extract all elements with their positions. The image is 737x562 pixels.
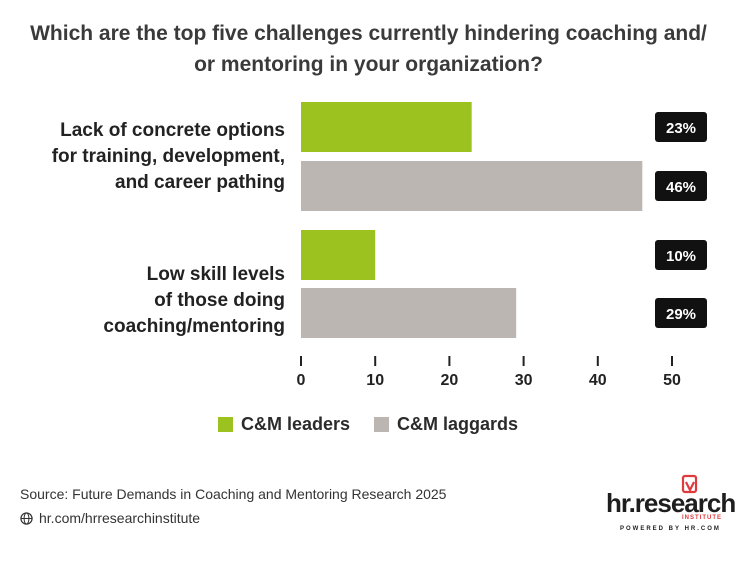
data-label: 10% (666, 248, 696, 265)
bar-leaders-0 (301, 102, 472, 152)
category-label-lack-of-options: Lack of concrete options for training, d… (52, 118, 285, 196)
chart-title-line-1: Which are the top five challenges curren… (30, 22, 707, 45)
legend: C&M leaders C&M laggards (218, 414, 542, 435)
data-label: 23% (666, 120, 696, 137)
category-label-line: Lack of concrete options (60, 120, 285, 141)
legend-label-leaders: C&M leaders (241, 414, 351, 434)
category-label-line: of those doing (154, 290, 285, 311)
category-label-low-skill-levels: Low skill levels of those doing coaching… (103, 262, 285, 340)
category-label-line: for training, development, (51, 146, 285, 167)
chart-title: Which are the top five challenges curren… (0, 18, 737, 80)
value-badge (655, 171, 707, 201)
data-label: 46% (666, 179, 696, 196)
source-url: hr.com/hrresearchinstitute (20, 510, 200, 526)
value-badge (655, 112, 707, 142)
legend-label-laggards: C&M laggards (397, 414, 519, 434)
value-badge (655, 298, 707, 328)
category-label-line: Low skill levels (146, 264, 285, 285)
logo-powered-by: POWERED BY HR.COM (620, 526, 721, 532)
x-tick-label: 40 (589, 372, 607, 389)
legend-item-leaders: C&M leaders (218, 414, 350, 435)
logo-text: hr.research (606, 488, 736, 518)
value-badge (655, 240, 707, 270)
x-tick-label: 10 (366, 372, 384, 389)
logo-mark-icon (681, 474, 698, 494)
legend-item-laggards: C&M laggards (374, 414, 518, 435)
data-label: 29% (666, 306, 696, 323)
hr-research-logo: hr.research INSTITUTE POWERED BY HR.COM (606, 474, 736, 534)
logo-subtext: INSTITUTE (682, 515, 722, 521)
x-tick-label: 50 (663, 372, 681, 389)
category-label-line: and career pathing (115, 172, 285, 193)
source-note: Source: Future Demands in Coaching and M… (20, 486, 447, 502)
x-tick-label: 20 (441, 372, 459, 389)
x-tick-label: 0 (297, 372, 306, 389)
legend-swatch-laggards (374, 417, 390, 432)
bar-laggards-0 (301, 161, 643, 211)
category-label-line: coaching/mentoring (103, 316, 285, 337)
legend-swatch-leaders (218, 417, 233, 432)
chart-title-line-2: or mentoring in your organization? (194, 53, 543, 76)
bar-leaders-1 (301, 230, 376, 280)
x-tick-label: 30 (515, 372, 533, 389)
bar-chart: 23% 10% 46% 29% 0 10 20 30 40 50 (297, 102, 707, 389)
source-url-text: hr.com/hrresearchinstitute (39, 510, 201, 526)
globe-icon (20, 511, 33, 525)
bar-laggards-1 (301, 288, 517, 338)
